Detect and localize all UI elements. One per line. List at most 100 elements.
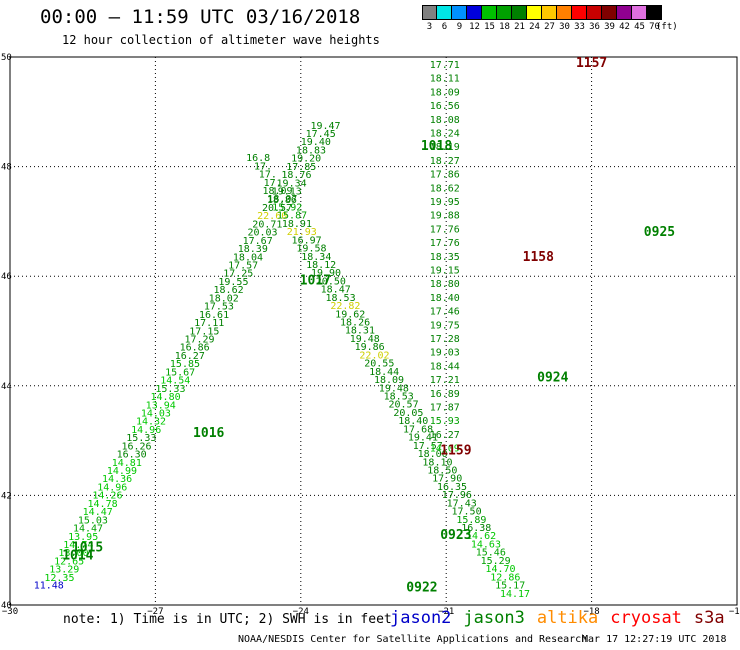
- swh-value: 17.11: [194, 318, 224, 329]
- swh-value: 20.57: [388, 400, 418, 411]
- pass-time-label: 1157: [576, 56, 607, 71]
- swh-value: 14.09: [430, 444, 460, 455]
- swh-value: 18.04: [233, 252, 263, 263]
- swh-value: 17.86: [430, 170, 460, 181]
- swh-value: 11.48: [34, 581, 64, 592]
- swh-value: 15.29: [481, 556, 511, 567]
- swh-value: 19.90: [311, 268, 341, 279]
- swh-value: 19.95: [430, 197, 460, 208]
- swh-value: 13.29: [49, 565, 79, 576]
- swh-value: 18.62: [214, 285, 244, 296]
- swh-value: 18.76: [281, 170, 311, 181]
- footer-note: note: 1) Time is in UTC; 2) SWH is in fe…: [63, 612, 392, 627]
- swh-value: 16.86: [180, 343, 210, 354]
- swh-value: 18.00: [418, 449, 448, 460]
- pass-time-label: 1159: [440, 443, 471, 458]
- legend-label: 3: [426, 22, 433, 32]
- legend-swatch: [572, 5, 587, 20]
- satellite-s3a: s3a: [693, 608, 725, 628]
- legend-swatch: [587, 5, 602, 20]
- swh-value: 18.08: [430, 115, 460, 126]
- pass-time-label: 1015: [72, 540, 103, 555]
- satellite-legend: jason2 jason3 altika cryosat s3a: [390, 608, 725, 628]
- swh-value: 17.45: [306, 129, 336, 140]
- legend-swatch: [557, 5, 572, 20]
- y-tick-label: 48: [1, 163, 12, 173]
- swh-value: 18.12: [306, 260, 336, 271]
- legend-label: 24: [529, 22, 540, 32]
- swh-value: 17.57: [413, 441, 443, 452]
- swh-value: 16.26: [121, 441, 151, 452]
- swh-value: 18.27: [430, 156, 460, 167]
- swh-value: 18.83: [296, 145, 326, 156]
- swh-value: 15.92: [272, 202, 302, 213]
- swh-value: 18.39: [238, 244, 268, 255]
- swh-value: 18.40: [430, 293, 460, 304]
- legend-label: 30: [559, 22, 570, 32]
- x-tick-label: −27: [147, 607, 163, 617]
- y-tick-label: 44: [1, 382, 12, 392]
- pass-time-label: 1016: [193, 426, 224, 441]
- y-tick-label: 46: [1, 272, 12, 282]
- swh-value: 19.48: [379, 383, 409, 394]
- swh-value: 19.88: [430, 211, 460, 222]
- swh-value: 14.70: [485, 564, 515, 575]
- legend-label: 15: [484, 22, 495, 32]
- x-tick-label: −18: [583, 607, 599, 617]
- swh-value: 19.48: [350, 334, 380, 345]
- swh-value: 17.15: [189, 326, 219, 337]
- swh-value: 18.53: [384, 392, 414, 403]
- swh-value: 14.96: [97, 482, 127, 493]
- legend-label: 39: [604, 22, 615, 32]
- swh-value: 14.26: [92, 491, 122, 502]
- swh-value: 18.65: [430, 46, 460, 57]
- swh-value: 15.46: [476, 548, 506, 559]
- legend-swatch: [527, 5, 542, 20]
- swh-value: 19.62: [335, 309, 365, 320]
- legend-swatch: [617, 5, 632, 20]
- swh-value: 15.03: [78, 515, 108, 526]
- swh-value: 14.36: [102, 474, 132, 485]
- swh-value: 17.46: [430, 307, 460, 318]
- swh-value: 14.81: [112, 458, 142, 469]
- swh-value: 19.40: [301, 137, 331, 148]
- legend-label: 45: [634, 22, 645, 32]
- swh-value: 17.76: [430, 238, 460, 249]
- swh-value: 17.68: [403, 424, 433, 435]
- swh-value: 14.99: [107, 466, 137, 477]
- legend-label: 33: [574, 22, 585, 32]
- swh-value: 14.47: [73, 524, 103, 535]
- legend-swatch: [542, 5, 557, 20]
- swh-value: 17.50: [452, 507, 482, 518]
- swh-value: 18.47: [321, 285, 351, 296]
- pass-time-label: 0924: [537, 370, 568, 385]
- satellite-altika: altika: [536, 608, 599, 628]
- swh-value: 18.44: [369, 367, 399, 378]
- swh-value: 18.40: [398, 416, 428, 427]
- swh-value: 15.33: [126, 433, 156, 444]
- legend-swatch: [497, 5, 512, 20]
- swh-value: 18.53: [325, 293, 355, 304]
- x-tick-label: −15: [729, 607, 740, 617]
- swh-value: 19.58: [296, 244, 326, 255]
- pass-time-label: 1017: [300, 273, 331, 288]
- swh-value: 17.29: [184, 335, 214, 346]
- swh-value: 17.21: [430, 375, 460, 386]
- swh-value: 13.95: [68, 532, 98, 543]
- swh-value: 18.11: [430, 74, 460, 85]
- swh-value: 17.43: [447, 498, 477, 509]
- legend-swatch: [482, 5, 497, 20]
- swh-value: 22.60: [257, 211, 287, 222]
- legend-label: 27: [544, 22, 555, 32]
- pass-time-label: 1018: [421, 139, 452, 154]
- swh-value: 19.34: [277, 178, 307, 189]
- swh-value: 14.32: [136, 417, 166, 428]
- swh-value: 20.55: [364, 359, 394, 370]
- swh-value: 17.76: [430, 224, 460, 235]
- legend-label: 70: [649, 22, 660, 32]
- swh-value: 15.87: [277, 211, 307, 222]
- swh-value: 22.82: [330, 301, 360, 312]
- swh-value: 17.: [254, 161, 272, 172]
- swh-value: 18.02: [209, 293, 239, 304]
